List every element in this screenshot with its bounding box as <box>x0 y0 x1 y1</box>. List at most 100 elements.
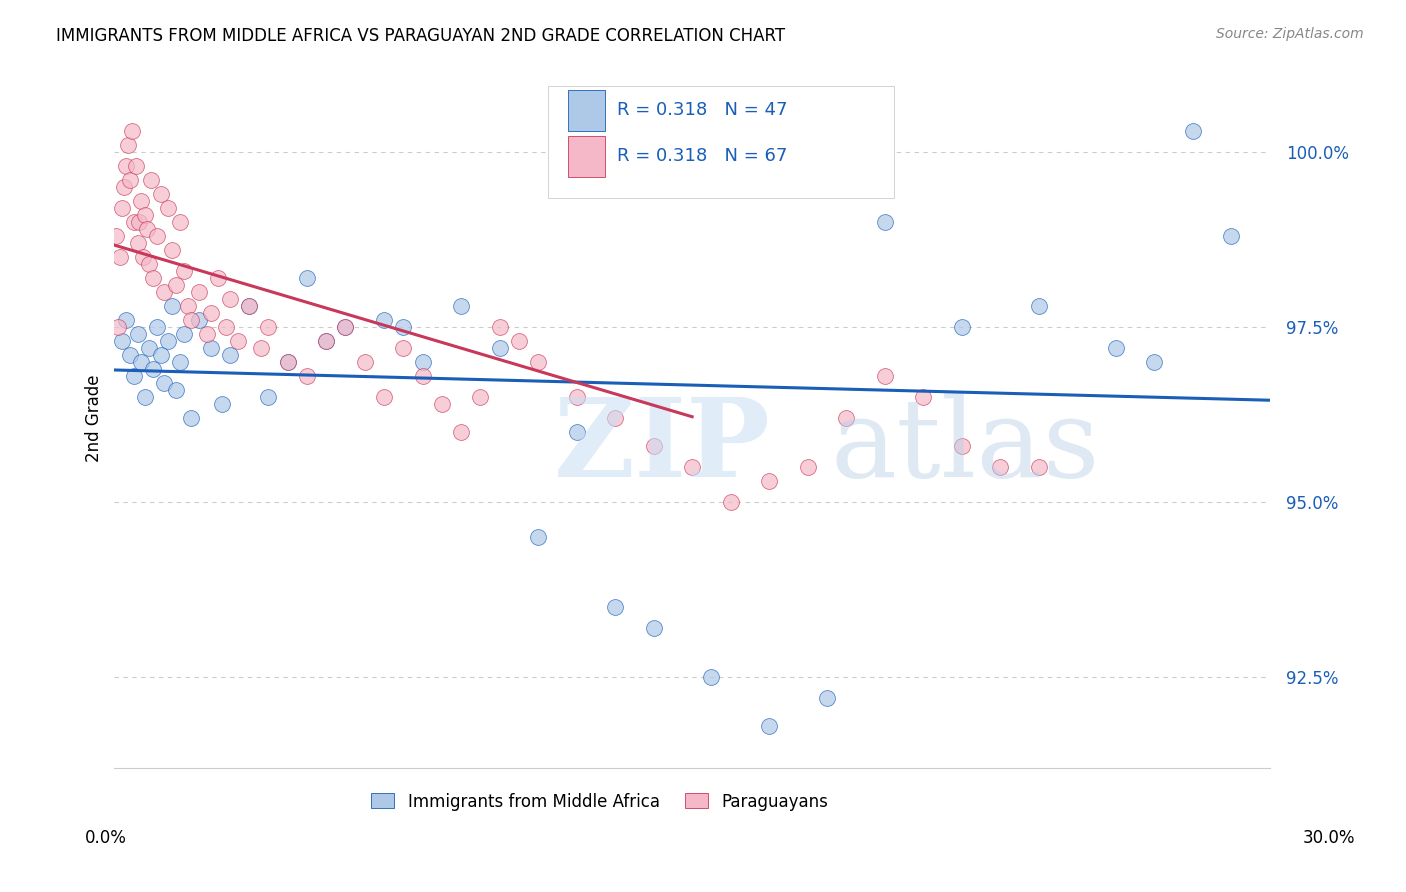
Point <box>681 460 703 475</box>
Point <box>488 341 510 355</box>
Point <box>207 271 229 285</box>
Point <box>219 348 242 362</box>
Point <box>131 194 153 209</box>
Point <box>211 397 233 411</box>
Point <box>112 180 135 194</box>
Point <box>643 439 665 453</box>
Point <box>115 160 138 174</box>
Point <box>1028 460 1050 475</box>
Point <box>373 390 395 404</box>
Point <box>643 621 665 635</box>
Point <box>450 425 472 440</box>
Point <box>124 160 146 174</box>
Point <box>195 327 218 342</box>
Point <box>835 411 858 425</box>
Point <box>142 271 165 285</box>
Point <box>603 411 626 425</box>
Point <box>912 390 935 404</box>
Point <box>249 341 271 355</box>
Point <box>157 202 180 216</box>
Text: ZIP: ZIP <box>554 392 770 500</box>
Text: R = 0.318   N = 47: R = 0.318 N = 47 <box>617 101 787 120</box>
Point <box>527 355 550 369</box>
Point <box>315 334 337 349</box>
Point <box>392 341 415 355</box>
Point <box>815 691 838 706</box>
Point <box>180 411 202 425</box>
Point <box>105 229 128 244</box>
Point <box>111 334 134 349</box>
Point <box>136 222 159 236</box>
FancyBboxPatch shape <box>548 86 894 198</box>
Point <box>1220 229 1243 244</box>
Point <box>527 530 550 544</box>
Point <box>149 187 172 202</box>
Point <box>165 278 187 293</box>
Text: IMMIGRANTS FROM MIDDLE AFRICA VS PARAGUAYAN 2ND GRADE CORRELATION CHART: IMMIGRANTS FROM MIDDLE AFRICA VS PARAGUA… <box>56 27 786 45</box>
Point <box>173 327 195 342</box>
Point <box>565 425 588 440</box>
Point <box>238 299 260 313</box>
Point <box>134 390 156 404</box>
Point <box>173 264 195 278</box>
Point <box>188 313 211 327</box>
Point <box>138 341 160 355</box>
Point <box>200 306 222 320</box>
Point <box>165 384 187 398</box>
Point <box>335 320 357 334</box>
Point <box>128 215 150 229</box>
Point <box>118 348 141 362</box>
Point <box>720 495 742 509</box>
Point <box>1105 341 1128 355</box>
Point <box>160 244 183 258</box>
Point <box>1181 124 1204 138</box>
Point <box>565 390 588 404</box>
Point <box>122 369 145 384</box>
Point <box>758 474 780 488</box>
Point <box>238 299 260 313</box>
Text: R = 0.318   N = 67: R = 0.318 N = 67 <box>617 147 787 165</box>
Text: 30.0%: 30.0% <box>1302 829 1355 847</box>
Point <box>257 320 280 334</box>
Text: 0.0%: 0.0% <box>84 829 127 847</box>
Point <box>873 369 896 384</box>
Point <box>758 719 780 733</box>
Point <box>153 376 176 391</box>
FancyBboxPatch shape <box>568 89 606 131</box>
Point <box>277 355 299 369</box>
Point <box>118 173 141 187</box>
Point <box>108 251 131 265</box>
Point <box>450 299 472 313</box>
Point <box>373 313 395 327</box>
Point <box>180 313 202 327</box>
Y-axis label: 2nd Grade: 2nd Grade <box>86 375 103 462</box>
Point <box>430 397 453 411</box>
Point <box>315 334 337 349</box>
Point <box>121 124 143 138</box>
Point <box>138 257 160 271</box>
Point <box>157 334 180 349</box>
Point <box>146 320 169 334</box>
Point <box>603 600 626 615</box>
Point <box>950 320 973 334</box>
Point <box>412 369 434 384</box>
Point <box>117 138 139 153</box>
Point <box>277 355 299 369</box>
Point <box>950 439 973 453</box>
Point <box>115 313 138 327</box>
Point <box>508 334 530 349</box>
Point <box>131 355 153 369</box>
Point <box>169 215 191 229</box>
Point <box>470 390 492 404</box>
Point <box>1143 355 1166 369</box>
Text: atlas: atlas <box>831 392 1101 500</box>
Point <box>153 285 176 300</box>
Point <box>295 369 318 384</box>
Point <box>176 299 198 313</box>
Point <box>139 173 162 187</box>
Point <box>111 202 134 216</box>
Point <box>488 320 510 334</box>
Text: Source: ZipAtlas.com: Source: ZipAtlas.com <box>1216 27 1364 41</box>
Point <box>335 320 357 334</box>
Point <box>188 285 211 300</box>
